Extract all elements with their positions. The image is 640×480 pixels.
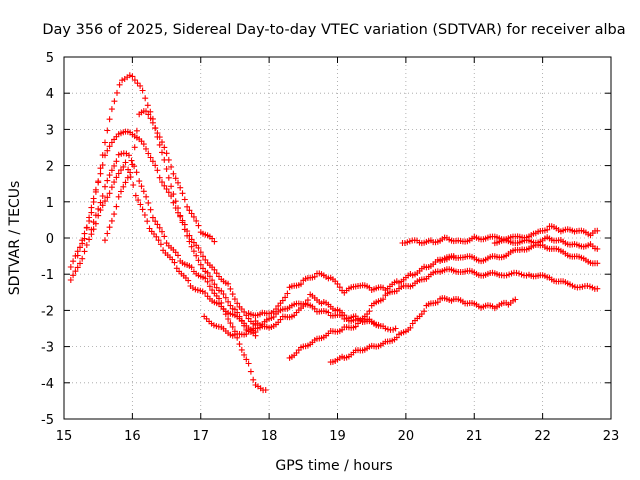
x-tick-label: 17 bbox=[192, 429, 209, 444]
series-track-12 bbox=[491, 234, 601, 252]
series-markers bbox=[67, 72, 259, 339]
y-tick-label: -4 bbox=[41, 377, 54, 392]
series-markers bbox=[437, 241, 601, 267]
y-axis-label: SDTVAR / TECUs bbox=[7, 181, 23, 296]
y-tick-label: 3 bbox=[46, 123, 54, 138]
y-tick-label: 1 bbox=[46, 196, 54, 211]
y-tick-label: 2 bbox=[46, 160, 54, 175]
series-markers bbox=[245, 253, 457, 319]
series-markers bbox=[491, 234, 601, 252]
series-markers bbox=[399, 223, 601, 247]
x-axis-ticks: 15 16 17 18 19 20 21 22 23 bbox=[56, 57, 620, 444]
chart-title: Day 356 of 2025, Sidereal Day-to-day VTE… bbox=[42, 22, 625, 38]
series-markers bbox=[74, 128, 259, 328]
y-tick-label: -2 bbox=[41, 304, 54, 319]
series-track-8 bbox=[252, 291, 382, 331]
x-tick-label: 20 bbox=[398, 429, 415, 444]
x-tick-label: 18 bbox=[261, 429, 278, 444]
x-tick-label: 21 bbox=[466, 429, 483, 444]
y-tick-label: 4 bbox=[46, 87, 54, 102]
series-markers bbox=[286, 266, 601, 361]
series-track-1 bbox=[67, 72, 259, 339]
x-tick-label: 15 bbox=[56, 429, 73, 444]
series-track-2 bbox=[74, 128, 259, 328]
series-markers bbox=[252, 291, 382, 331]
series-markers bbox=[67, 159, 259, 336]
series-track-13 bbox=[437, 241, 601, 267]
series-track-5 bbox=[102, 108, 218, 245]
series-markers bbox=[102, 108, 218, 245]
x-tick-label: 23 bbox=[603, 429, 620, 444]
x-tick-label: 16 bbox=[124, 429, 141, 444]
series-track-11 bbox=[399, 223, 601, 247]
y-tick-label: 5 bbox=[46, 51, 54, 66]
series-track-4 bbox=[67, 159, 259, 336]
series-track-10 bbox=[327, 295, 519, 366]
x-axis-label: GPS time / hours bbox=[275, 458, 392, 474]
y-axis-ticks: 5 4 3 2 1 0 -1 -2 -3 -4 -5 bbox=[41, 51, 611, 428]
y-tick-label: 0 bbox=[46, 232, 54, 247]
series-track-7 bbox=[245, 253, 457, 319]
y-tick-label: -1 bbox=[41, 268, 54, 283]
y-tick-label: -3 bbox=[41, 341, 54, 356]
y-tick-label: -5 bbox=[41, 413, 54, 428]
series-track-9 bbox=[286, 266, 601, 361]
data-series bbox=[67, 72, 601, 394]
x-tick-label: 22 bbox=[534, 429, 551, 444]
plot-border bbox=[63, 56, 612, 420]
series-markers bbox=[327, 295, 519, 366]
x-tick-label: 19 bbox=[329, 429, 346, 444]
